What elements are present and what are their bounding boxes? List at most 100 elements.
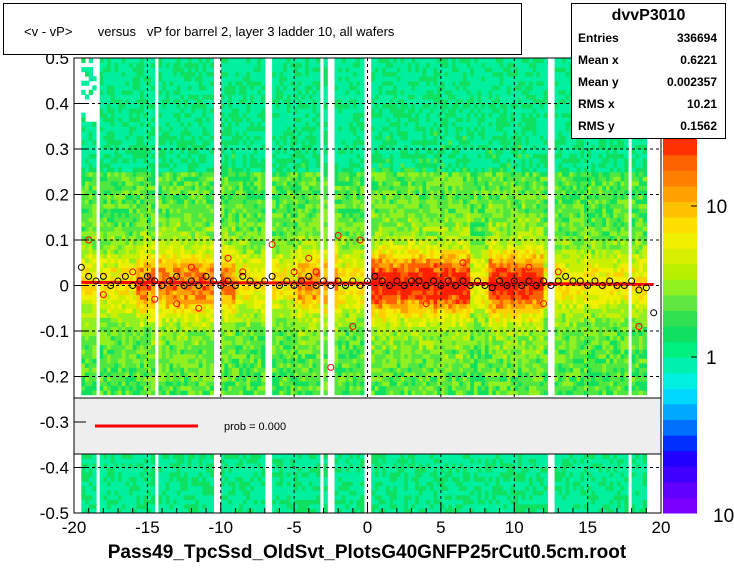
heatmap-cell <box>301 271 306 277</box>
heatmap-cell <box>246 203 251 209</box>
heatmap-cell <box>198 121 203 127</box>
heatmap-cell <box>88 158 93 164</box>
heatmap-cell <box>129 303 134 309</box>
heatmap-cell <box>129 108 134 114</box>
heatmap-cell <box>121 240 126 246</box>
heatmap-cell <box>283 453 288 459</box>
heatmap-cell <box>92 503 97 509</box>
heatmap-cell <box>176 508 181 514</box>
heatmap-cell <box>301 180 306 186</box>
heatmap-cell <box>301 303 306 309</box>
heatmap-cell <box>279 312 284 318</box>
heatmap-cell <box>301 344 306 350</box>
heatmap-cell <box>107 267 112 273</box>
heatmap-cell <box>180 162 185 168</box>
heatmap-cell <box>290 235 295 241</box>
heatmap-cell <box>114 485 119 491</box>
heatmap-cell <box>239 126 244 132</box>
heatmap-cell <box>187 194 192 200</box>
heatmap-cell <box>107 467 112 473</box>
heatmap-cell <box>224 321 229 327</box>
heatmap-cell <box>253 335 259 341</box>
heatmap-cell <box>198 376 203 382</box>
heatmap-cell <box>110 226 115 232</box>
heatmap-cell <box>140 212 145 218</box>
heatmap-cell <box>253 112 259 118</box>
heatmap-cell <box>147 249 152 255</box>
heatmap-cell <box>231 294 237 300</box>
heatmap-cell <box>85 185 90 191</box>
heatmap-cell <box>209 303 214 309</box>
heatmap-cell <box>169 499 174 505</box>
heatmap-cell <box>198 253 203 259</box>
heatmap-cell <box>187 217 192 223</box>
heatmap-cell <box>286 126 292 132</box>
heatmap-cell <box>224 199 229 205</box>
heatmap-cell <box>118 458 123 464</box>
heatmap-cell <box>220 240 226 246</box>
heatmap-cell <box>286 171 292 177</box>
heatmap-cell <box>220 67 226 73</box>
heatmap-cell <box>107 98 112 104</box>
heatmap-cell <box>195 112 200 118</box>
heatmap-cell <box>118 130 123 136</box>
heatmap-cell <box>162 130 167 136</box>
heatmap-cell <box>290 494 295 500</box>
heatmap-cell <box>169 112 174 118</box>
heatmap-cell <box>231 262 237 268</box>
heatmap-cell <box>198 262 203 268</box>
heatmap-cell <box>286 258 292 264</box>
heatmap-cell <box>107 312 112 318</box>
heatmap-cell <box>235 203 240 209</box>
heatmap-cell <box>235 367 240 373</box>
heatmap-cell <box>257 249 262 255</box>
heatmap-cell <box>257 149 262 155</box>
heatmap-cell <box>279 335 284 341</box>
heatmap-cell <box>140 458 145 464</box>
heatmap-cell <box>305 335 310 341</box>
heatmap-cell <box>136 285 141 291</box>
heatmap-cell <box>224 89 229 95</box>
heatmap-cell <box>272 212 277 218</box>
heatmap-cell <box>235 76 240 82</box>
heatmap-cell <box>246 371 251 377</box>
heatmap-cell <box>272 331 277 337</box>
heatmap-cell <box>279 367 284 373</box>
heatmap-cell <box>129 276 134 282</box>
heatmap-cell <box>187 180 192 186</box>
heatmap-cell <box>136 390 141 396</box>
heatmap-cell <box>202 353 207 359</box>
heatmap-cell <box>184 467 189 473</box>
heatmap-cell <box>162 308 167 314</box>
heatmap-cell <box>169 358 174 364</box>
heatmap-cell <box>198 276 203 282</box>
heatmap-cell <box>165 481 170 487</box>
heatmap-cell <box>110 185 115 191</box>
heatmap-cell <box>165 249 170 255</box>
heatmap-cell <box>209 262 214 268</box>
heatmap-cell <box>239 390 244 396</box>
heatmap-cell <box>308 71 314 77</box>
heatmap-cell <box>187 67 192 73</box>
heatmap-cell <box>286 240 292 246</box>
heatmap-cell <box>250 303 255 309</box>
heatmap-cell <box>275 71 281 77</box>
heatmap-cell <box>198 199 203 205</box>
heatmap-cell <box>147 108 152 114</box>
heatmap-cell <box>140 208 145 214</box>
heatmap-cell <box>107 80 112 86</box>
heatmap-cell <box>261 476 266 482</box>
heatmap-cell <box>242 58 248 64</box>
heatmap-cell <box>294 462 299 468</box>
heatmap-cell <box>132 71 137 77</box>
heatmap-cell <box>147 485 152 491</box>
heatmap-cell <box>151 208 156 214</box>
heatmap-cell <box>279 117 284 123</box>
heatmap-cell <box>81 226 86 232</box>
heatmap-cell <box>158 171 163 177</box>
heatmap-cell <box>180 290 185 296</box>
heatmap-cell <box>81 326 86 332</box>
heatmap-cell <box>180 494 185 500</box>
heatmap-cell <box>242 108 248 114</box>
heatmap-cell <box>239 212 244 218</box>
